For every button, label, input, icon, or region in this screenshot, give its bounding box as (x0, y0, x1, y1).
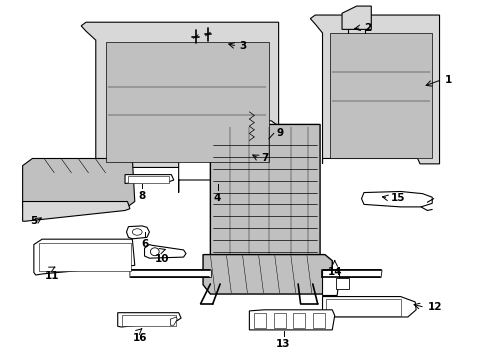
Polygon shape (273, 314, 285, 328)
Polygon shape (341, 6, 370, 30)
Text: 5: 5 (30, 216, 37, 226)
Polygon shape (254, 314, 266, 328)
Polygon shape (322, 270, 339, 296)
Text: 4: 4 (214, 193, 221, 203)
Polygon shape (361, 192, 431, 207)
Polygon shape (128, 176, 168, 183)
Text: 7: 7 (261, 153, 268, 163)
Text: 1: 1 (444, 75, 451, 85)
Polygon shape (329, 33, 431, 158)
Polygon shape (312, 314, 325, 328)
Polygon shape (178, 139, 251, 193)
Ellipse shape (150, 248, 159, 256)
Polygon shape (144, 244, 185, 258)
Polygon shape (22, 158, 135, 209)
Polygon shape (321, 270, 381, 278)
Polygon shape (125, 175, 173, 184)
Polygon shape (122, 315, 176, 325)
Polygon shape (118, 313, 181, 327)
Text: 11: 11 (44, 271, 59, 282)
Text: 8: 8 (138, 191, 145, 201)
Text: 13: 13 (276, 338, 290, 348)
Text: 3: 3 (239, 41, 246, 51)
Text: 6: 6 (141, 239, 148, 249)
Polygon shape (81, 22, 278, 167)
Polygon shape (322, 297, 415, 317)
Text: 15: 15 (390, 193, 405, 203)
Polygon shape (39, 243, 131, 271)
Polygon shape (249, 310, 334, 330)
Polygon shape (126, 226, 149, 239)
Polygon shape (22, 202, 130, 221)
Text: 10: 10 (154, 253, 168, 264)
Polygon shape (234, 108, 283, 146)
Polygon shape (34, 239, 135, 275)
Text: 14: 14 (327, 267, 341, 277)
Polygon shape (170, 317, 177, 325)
Polygon shape (105, 42, 268, 162)
Text: 12: 12 (427, 302, 441, 312)
Polygon shape (310, 15, 439, 164)
Polygon shape (335, 278, 348, 289)
Polygon shape (293, 314, 305, 328)
Text: 16: 16 (132, 333, 146, 343)
Text: 9: 9 (276, 129, 283, 138)
Ellipse shape (132, 229, 142, 235)
Polygon shape (326, 299, 400, 316)
Polygon shape (203, 255, 331, 294)
Polygon shape (130, 270, 211, 278)
Text: 2: 2 (363, 23, 370, 33)
Polygon shape (210, 125, 320, 261)
